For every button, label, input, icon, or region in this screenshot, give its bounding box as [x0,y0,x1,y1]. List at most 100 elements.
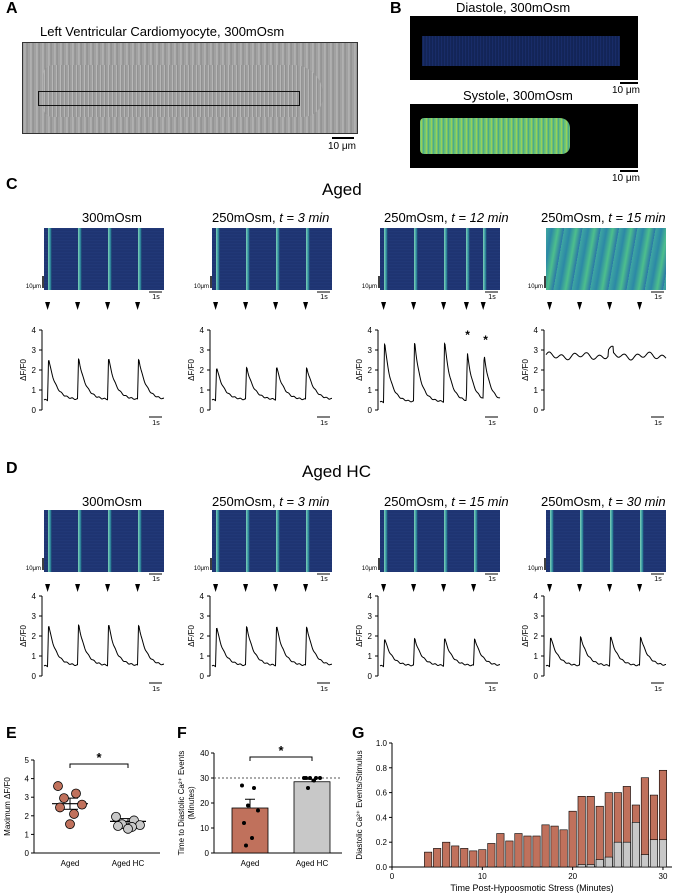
trace-y-tick-label: 1 [534,386,539,395]
d-column-4-graphics: 10μm 1s 0 1 2 3 4 ΔF/F0 1s [521,558,666,693]
f-data-point [256,808,260,813]
e-sig-bracket [69,763,129,768]
g-bar-aged [478,849,487,868]
diastole-image [410,16,638,80]
trace-y-tick-label: 3 [200,612,205,621]
stimulus-arrow [463,302,469,310]
trace-scale-x-label: 1s [152,686,160,693]
trace-y-tick-label: 2 [368,632,373,641]
trace-y-tick-label: 3 [200,346,205,355]
trace-y-tick-label: 2 [32,632,37,641]
d-col1-title: 300mOsm [82,494,142,509]
stimulus-arrow [577,302,583,310]
f-bar [231,807,269,854]
f-data-point [308,776,312,780]
trace-y-tick-label: 3 [368,612,373,621]
trace-y-tick-label: 3 [32,612,37,621]
e-y-tick-label: 1 [25,830,30,839]
stimulus-arrow [480,302,486,310]
trace-y-tick-label: 4 [368,326,373,335]
d-kymograph-4 [546,510,666,572]
c-column-1-graphics: 10μm 1s 0 1 2 3 4 ΔF/F0 1s [19,276,165,427]
e-data-point [65,819,75,830]
kymo-scale-y-label: 10μm [26,284,41,290]
trace-y-tick-label: 0 [32,406,37,415]
trace-y-tick-label: 4 [32,592,37,601]
e-data-point [123,823,133,834]
c-kymograph-1 [44,228,164,290]
trace-y-tick-label: 1 [200,652,205,661]
trace-y-axis-label: ΔF/F0 [355,625,364,647]
g-bar-aged [424,851,433,868]
g-bar-aged [604,792,613,868]
stimulus-arrow [607,302,613,310]
systole-title: Systole, 300mOsm [463,88,573,103]
panel-g-chart: 0.0 0.2 0.4 0.6 0.8 1.0 0 10 20 30 Diastolic Ca²⁺ … [355,739,672,893]
c-kymograph-4 [546,228,666,290]
stimulus-arrow [75,584,81,592]
stimulus-arrow [75,302,81,310]
calcium-trace [379,637,500,668]
trace-scale-x-label: 1s [488,420,496,427]
e-data-point [111,811,121,822]
d-col4-title: 250mOsm, t = 30 min [541,494,666,509]
d-kymograph-3 [380,510,500,572]
trace-y-axis-label: ΔF/F0 [521,359,530,381]
kymo-scale-y-label: 10μm [528,566,543,572]
trace-y-tick-label: 2 [368,366,373,375]
e-y-tick-label: 4 [25,775,30,784]
panel-label-c: C [6,176,18,193]
g-bar-aged [469,850,478,868]
trace-y-tick-label: 1 [368,386,373,395]
c-column-2-graphics: 10μm 1s 0 1 2 3 4 ΔF/F0 1s [187,276,332,427]
f-y-axis-label-units: (Minutes) [187,786,196,820]
e-y-tick-label: 0 [25,849,30,858]
kymo-scale-x-label: 1s [320,576,328,583]
d-kymograph-2 [212,510,332,572]
trace-y-tick-label: 0 [200,672,205,681]
systole-scale: 10 μm [612,173,640,184]
g-y-tick-label: 0.0 [376,863,388,872]
trace-scale-x-label: 1s [488,686,496,693]
diastole-title: Diastole, 300mOsm [456,0,571,15]
g-bar-aged [640,777,649,868]
f-data-point [244,843,248,848]
trace-y-tick-label: 2 [534,366,539,375]
stimulus-arrow [135,584,141,592]
trace-y-tick-label: 4 [200,592,205,601]
f-sig-bracket [249,756,313,761]
g-bar-aged [505,840,514,868]
trace-y-tick-label: 0 [368,672,373,681]
e-y-axis-label: Maximum ΔF/F0 [3,777,12,836]
f-data-point [318,776,322,780]
e-data-point [113,821,123,831]
g-bar-aged-hc [577,864,586,868]
aged-hc-group-title: Aged HC [302,462,371,481]
f-y-tick-label: 20 [200,799,209,808]
g-bar-aged [559,829,568,868]
trace-y-tick-label: 1 [32,386,37,395]
trace-scale-x-label: 1s [320,686,328,693]
trace-scale-x-label: 1s [152,420,160,427]
g-x-tick-label: 30 [659,872,668,881]
trace-y-tick-label: 2 [534,632,539,641]
stimulus-arrow [243,584,249,592]
cardiomyocyte-brightfield-image [22,42,358,134]
trace-y-tick-label: 0 [534,406,539,415]
trace-y-tick-label: 2 [32,366,37,375]
kymo-scale-x-label: 1s [488,294,496,301]
g-bar-aged-hc [631,822,640,868]
stimulus-arrow [45,302,51,310]
g-bar-aged [523,835,532,868]
g-bar-aged [532,835,541,868]
g-bar-aged [514,833,523,868]
g-x-tick-label: 20 [568,872,577,881]
kymo-scale-x-label: 1s [320,294,328,301]
g-y-tick-label: 0.4 [376,813,388,822]
panel-label-f: F [177,725,187,742]
g-x-tick-label: 0 [390,872,395,881]
stimulus-arrow [411,302,417,310]
trace-scale-x-label: 1s [654,420,662,427]
trace-y-tick-label: 0 [368,406,373,415]
f-data-point [250,836,254,840]
